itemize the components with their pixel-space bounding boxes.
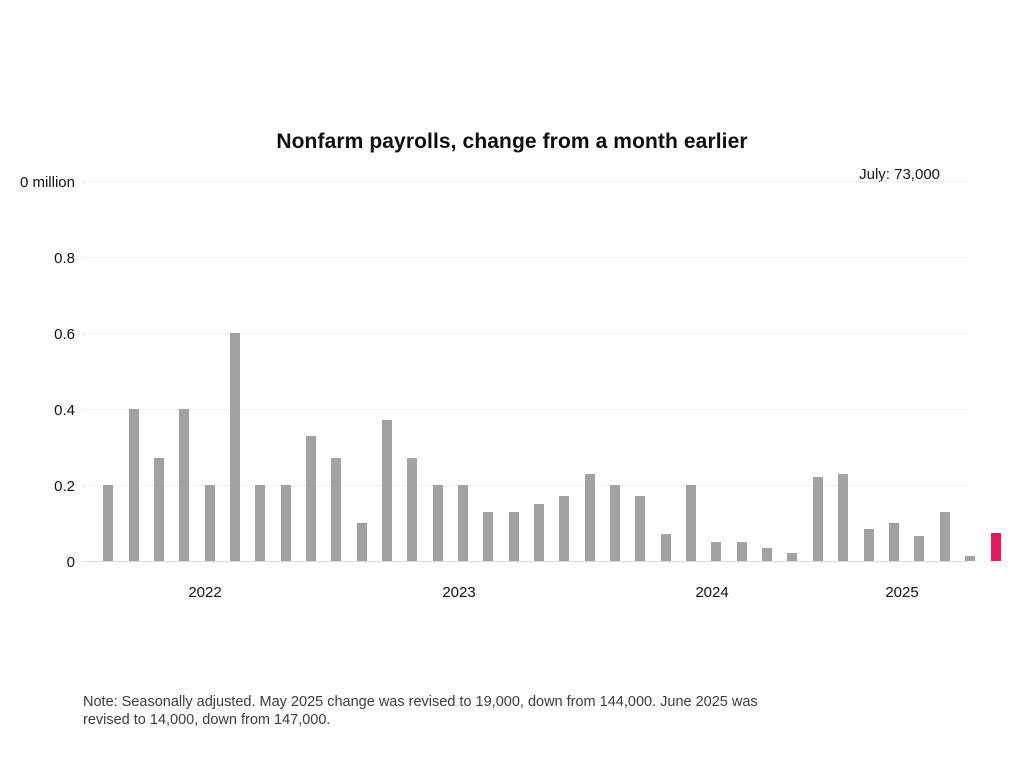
bar [255,485,266,561]
y-tick-label: 0.4 [54,402,75,419]
bar [914,536,925,561]
x-year-label-2024: 2024 [695,584,729,601]
footnote-line-2: revised to 14,000, down from 147,000. [83,711,331,728]
gridline [83,333,967,334]
bar [534,504,545,561]
y-tick-label: 0.6 [54,326,75,343]
x-year-label-2023: 2023 [442,584,476,601]
bar [660,534,671,561]
bar [432,485,443,561]
bar [153,458,164,561]
bar [964,556,975,561]
y-tick-label: 0 [66,554,75,571]
footnote-line-1: Note: Seasonally adjusted. May 2025 chan… [83,694,758,710]
gridline [83,485,967,486]
bar [204,485,215,561]
bar [306,436,317,561]
chart-title: Nonfarm payrolls, change from a month ea… [276,130,748,153]
bar [711,542,722,561]
bar [686,485,697,561]
bar [787,553,798,561]
bar [812,477,823,561]
y-tick-label: 0 million [19,174,75,191]
bar [508,512,519,561]
bar [331,458,342,561]
gridline [83,409,967,410]
bar [838,474,849,561]
gridline [83,181,967,182]
gridline [83,257,967,258]
bar [483,512,494,561]
y-tick-label: 0.2 [54,478,75,495]
july-value-annotation: July: 73,000 [859,166,940,183]
bar [458,485,469,561]
bar [610,485,621,561]
bar [128,409,139,561]
bar [584,474,595,561]
bar [356,523,367,561]
bar [407,458,418,561]
x-year-label-2025: 2025 [885,584,919,601]
bar [280,485,291,561]
bar [382,420,393,561]
x-axis-baseline [83,561,967,562]
bar [888,523,899,561]
bar [863,529,874,561]
bar-july-2025-highlight [991,533,1001,561]
footnote: Note: Seasonally adjusted. May 2025 chan… [83,694,758,729]
y-tick-label: 0.8 [54,250,75,267]
bar [736,542,747,561]
bar [762,548,773,561]
bar [939,512,950,561]
bar [179,409,190,561]
bar [230,333,240,561]
bar [559,496,570,561]
bar [635,496,646,561]
x-year-label-2022: 2022 [188,584,222,601]
bar [103,485,114,561]
